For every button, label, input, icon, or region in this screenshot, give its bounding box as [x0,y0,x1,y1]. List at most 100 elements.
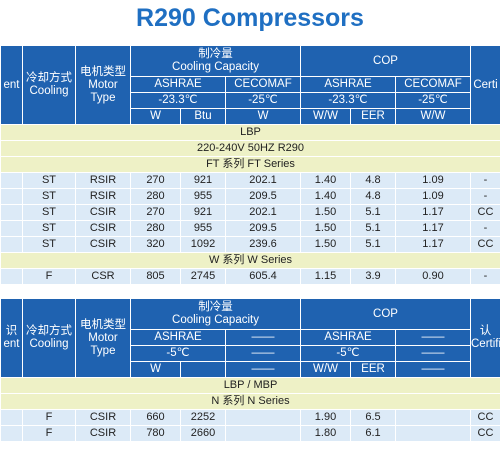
table-cell: W [225,108,301,125]
table-cell: W/W [300,361,351,378]
cell-text: 冷却方式 [26,72,72,84]
table-cell: ASHRAE [130,329,226,346]
table-cell: 955 [180,220,226,237]
cell-text: 6.5 [365,411,381,423]
table-cell: 202.1 [225,172,301,189]
table-cell: 805 [130,268,181,285]
cell-text: 制冷量 [198,301,233,313]
table-cell: 280 [130,220,181,237]
table-cell: 6.1 [350,425,396,442]
cell-text: 270 [146,174,165,186]
table-cell: 1.09 [395,172,471,189]
table-cell [0,188,23,205]
data-row: ST RSIR 280 955 209.5 1.40 4.8 1.09 - [0,188,500,205]
cell-text: EER [361,363,385,375]
cell-text: 1.15 [314,270,337,282]
data-row: ST CSIR 270 921 202.1 1.50 5.1 1.17 CC [0,204,500,221]
table-cell: 1.17 [395,220,471,237]
cell-text: F [45,270,53,282]
cell-text: CSIR [89,411,117,423]
table-cell: —— [395,345,471,362]
data-row: F CSIR 780 2660 1.80 6.1 CC [0,425,500,442]
cell-text: 280 [146,190,165,202]
cell-text: Cooling [29,85,69,97]
cell-text: ASHRAE [154,331,202,343]
table-cell: 209.5 [225,220,301,237]
data-row: F CSIR 660 2252 1.90 6.5 CC [0,409,500,426]
table-cell: Btu [180,108,226,125]
cell-text: —— [421,331,445,343]
cell-text: ASHRAE [154,78,202,90]
table-cell: CC [470,236,500,253]
table-cell: 6.5 [350,409,396,426]
cell-text: W [150,363,161,375]
table-cell: 3.9 [350,268,396,285]
table-cell: CC [470,204,500,221]
table-cell: COP [300,298,471,330]
cell-text: 1.50 [314,206,337,218]
table-cell [180,361,226,378]
cell-text: —— [251,331,275,343]
table-cell [395,425,471,442]
table-cell: - [470,268,500,285]
table-cell: 冷却方式 Cooling [22,298,76,378]
cell-text: 202.1 [249,174,277,186]
cell-text: 955 [193,222,213,234]
table-cell: 660 [130,409,181,426]
table-cell: CECOMAF [225,76,301,93]
cell-text: -25℃ [248,94,278,106]
cell-text: 1.17 [422,238,444,250]
cell-text: 1.90 [314,411,337,423]
table-cell: 识 ent [0,298,23,378]
table-cell: ent [0,45,23,125]
table-cell: 2660 [180,425,226,442]
cell-text: 认 [479,325,492,337]
cell-text: F [45,411,53,423]
table-cell: 4.8 [350,172,396,189]
table-cell: 921 [180,204,226,221]
table-cell: 605.4 [225,268,301,285]
cell-text: 电机类型 [80,318,126,331]
data-row: ST CSIR 320 1092 239.6 1.50 5.1 1.17 CC [0,236,500,253]
table-cell: EER [350,361,396,378]
table-cell: 1.40 [300,188,351,205]
cell-text: 制冷量 [198,48,233,60]
table-cell: LBP [0,124,500,141]
cell-text: FT 系列 FT Series [206,158,295,170]
cell-text: ST [41,190,57,202]
table-cell: 制冷量 Cooling Capacity [130,298,301,330]
table-cell: ST [22,220,76,237]
cell-text: CC [477,238,494,250]
cell-text: EER [361,110,385,122]
cell-text: W [150,110,161,122]
table-cell: 5.1 [350,220,396,237]
table-cell: 1.17 [395,204,471,221]
table-cell: EER [350,108,396,125]
cell-text: 1.17 [422,206,444,218]
table-cell: 1.09 [395,188,471,205]
cell-text: Type [90,91,116,104]
table-cell: CSIR [75,425,131,442]
cell-text: 660 [146,411,165,423]
cell-text: ST [41,206,57,218]
table-cell: -5℃ [300,345,396,362]
table-cell: 280 [130,188,181,205]
table-cell: ASHRAE [130,76,226,93]
table-cell: ST [22,172,76,189]
cell-text: ST [41,174,57,186]
table-cell: - [470,220,500,237]
data-row: F CSR 805 2745 605.4 1.15 3.9 0.90 - [0,268,500,285]
table-cell: CSIR [75,236,131,253]
table-cell: 0.90 [395,268,471,285]
cell-text: 0.90 [422,270,444,282]
cell-text: CSIR [89,222,117,234]
cell-text: CECOMAF [234,78,292,90]
table-cell: ASHRAE [300,329,396,346]
cell-text: 6.1 [365,427,381,439]
cell-text: 270 [146,206,165,218]
cell-text: CSIR [89,238,117,250]
table-cell: —— [225,345,301,362]
cell-text: LBP / MBP [223,379,278,391]
cell-text: 1.80 [314,427,337,439]
